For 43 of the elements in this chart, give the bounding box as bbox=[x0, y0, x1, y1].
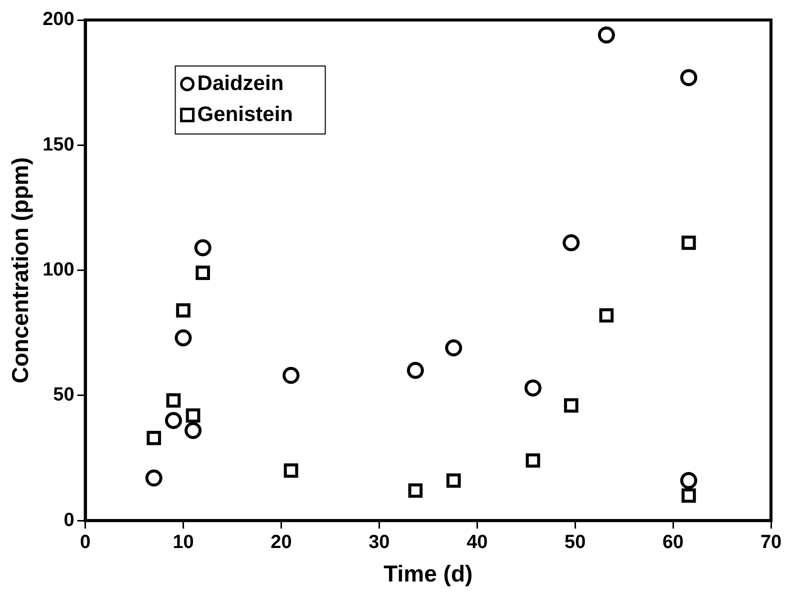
point bbox=[680, 472, 698, 490]
x-tick-label: 0 bbox=[80, 532, 91, 554]
x-tick-label: 60 bbox=[662, 532, 684, 554]
point bbox=[564, 398, 578, 413]
y-axis-title: Concentration (ppm) bbox=[7, 157, 34, 384]
point bbox=[186, 408, 200, 423]
point bbox=[164, 412, 182, 429]
point bbox=[406, 362, 424, 379]
point bbox=[445, 339, 462, 356]
y-tick-label: 100 bbox=[42, 260, 74, 281]
point bbox=[562, 234, 580, 252]
point bbox=[526, 453, 540, 468]
y-tick-label: 150 bbox=[42, 134, 74, 156]
point bbox=[682, 488, 696, 503]
point bbox=[682, 236, 696, 250]
point bbox=[166, 393, 181, 408]
point bbox=[446, 473, 461, 488]
point bbox=[194, 239, 212, 256]
point bbox=[145, 470, 162, 487]
x-tick-label: 20 bbox=[270, 532, 292, 554]
legend-label: Daidzein bbox=[197, 72, 284, 95]
point bbox=[146, 430, 162, 446]
point bbox=[176, 303, 190, 318]
x-tick-label: 30 bbox=[368, 532, 390, 554]
point bbox=[196, 266, 210, 280]
x-axis-title: Time (d) bbox=[384, 560, 473, 587]
point bbox=[408, 483, 423, 498]
point bbox=[598, 26, 615, 44]
x-tick-label: 40 bbox=[466, 532, 488, 554]
x-tick-label: 70 bbox=[760, 532, 782, 554]
x-tick-label: 10 bbox=[172, 532, 194, 554]
x-tick-label: 50 bbox=[564, 532, 586, 554]
y-tick-label: 0 bbox=[64, 510, 74, 531]
point bbox=[524, 379, 542, 396]
point bbox=[599, 308, 614, 323]
y-tick-label: 200 bbox=[42, 9, 74, 30]
y-tick-label: 50 bbox=[53, 384, 74, 406]
point bbox=[680, 69, 698, 86]
point bbox=[184, 422, 202, 439]
point bbox=[174, 329, 192, 346]
legend-label: Genistein bbox=[197, 102, 294, 126]
point bbox=[282, 366, 300, 384]
point bbox=[284, 463, 298, 478]
